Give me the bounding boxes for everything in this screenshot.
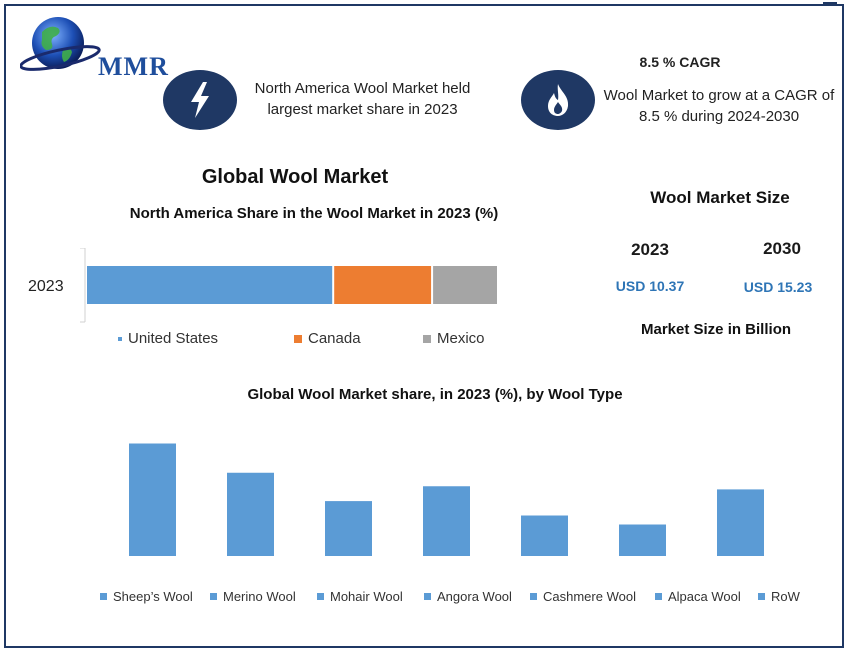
wool-type-chart-title: Global Wool Market share, in 2023 (%), b…: [247, 386, 623, 403]
bar-segment-canada: [334, 266, 432, 304]
legend-label: Merino Wool: [223, 589, 296, 604]
legend-swatch: [118, 336, 122, 341]
legend-label: Cashmere Wool: [543, 589, 636, 604]
legend-item-canada: Canada: [294, 330, 361, 347]
legend-swatch: [423, 334, 431, 343]
bar-sheeps-wool: [129, 443, 176, 556]
year-2023: 2023: [631, 240, 669, 259]
legend-item-united-states: United States: [118, 330, 218, 347]
page-frame: [4, 4, 844, 648]
bar-angora-wool: [423, 486, 470, 556]
legend-swatch: [317, 593, 324, 600]
lightning-icon-badge: [163, 70, 237, 130]
legend-label: Canada: [308, 330, 361, 347]
legend-swatch: [655, 593, 662, 600]
bar-mohair-wool: [325, 501, 372, 556]
legend-swatch: [210, 593, 217, 600]
legend-item-mohair-wool: Mohair Wool: [317, 589, 403, 604]
cagr-heading: 8.5 % CAGR: [639, 54, 721, 70]
market-size-title: Wool Market Size: [650, 188, 790, 207]
bar-cashmere-wool: [521, 515, 568, 556]
legend-swatch: [294, 334, 302, 343]
main-title: Global Wool Market: [201, 166, 389, 188]
legend-item-angora-wool: Angora Wool: [424, 589, 512, 604]
legend-item-row: RoW: [758, 589, 800, 604]
flame-icon: [548, 84, 569, 116]
share-chart-title: North America Share in the Wool Market i…: [129, 205, 499, 222]
year-2030: 2030: [763, 239, 801, 258]
legend-swatch: [100, 593, 107, 600]
legend-label: Sheep’s Wool: [113, 589, 193, 604]
bar-segment-united-states: [87, 266, 333, 304]
bar-row: [717, 489, 764, 556]
legend-swatch: [758, 593, 765, 600]
legend-item-merino-wool: Merino Wool: [210, 589, 296, 604]
legend-item-sheeps-wool: Sheep’s Wool: [100, 589, 193, 604]
logo-text: MMR: [98, 52, 169, 81]
lightning-icon: [191, 82, 209, 118]
north-america-share-chart: 2023: [28, 248, 497, 323]
market-size-footer: Market Size in Billion: [640, 321, 792, 338]
value-2030: USD 15.23: [743, 279, 813, 295]
frame-corner-mark: [823, 2, 837, 4]
globe-icon: [19, 17, 101, 71]
legend-swatch: [530, 593, 537, 600]
legend-label: Mohair Wool: [330, 589, 403, 604]
legend-swatch: [424, 593, 431, 600]
bar-segment-mexico: [433, 266, 497, 304]
flame-icon-badge: [521, 70, 595, 130]
wool-type-share-chart: [100, 443, 800, 557]
legend-label: United States: [128, 330, 219, 347]
bar-merino-wool: [227, 472, 274, 556]
legend-item-cashmere-wool: Cashmere Wool: [530, 589, 636, 604]
mmr-logo: MMR: [19, 14, 170, 81]
value-2023: USD 10.37: [615, 278, 685, 294]
legend-label: RoW: [771, 589, 800, 604]
legend-label: Angora Wool: [437, 589, 512, 604]
info-left-text: North America Wool Market held largest m…: [254, 80, 471, 118]
bar-alpaca-wool: [619, 524, 666, 556]
cagr-text: Wool Market to grow at a CAGR of 8.5 % d…: [603, 87, 835, 125]
category-label: 2023: [28, 278, 64, 295]
legend-item-alpaca-wool: Alpaca Wool: [655, 589, 741, 604]
legend-label: Alpaca Wool: [668, 589, 741, 604]
legend-item-mexico: Mexico: [423, 330, 485, 347]
legend-label: Mexico: [437, 330, 485, 347]
